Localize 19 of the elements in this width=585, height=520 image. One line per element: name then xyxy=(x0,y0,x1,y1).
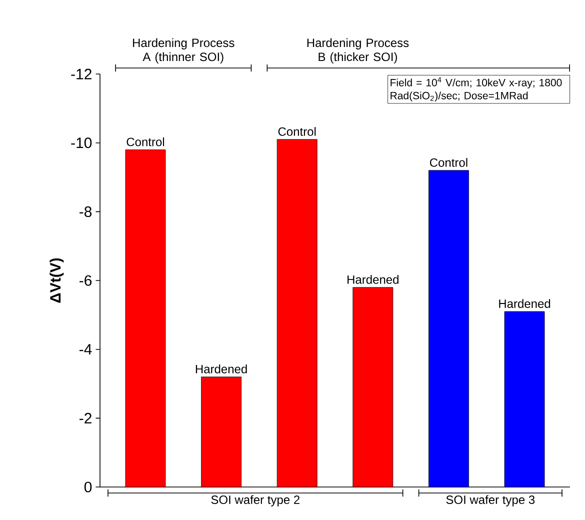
text: Hardening Process A (thinner SOI) xyxy=(133,38,234,64)
text: Field = 10$^{4}$ V/cm; 10keV x-ray; 1800 Rad(SiO$_{2}$)/sec; Dose=1MRad xyxy=(390,77,562,102)
x-tick-label: Control xyxy=(126,137,164,146)
text: SOI wafer type 2 xyxy=(211,495,300,506)
y-tick-label: -8 xyxy=(80,206,92,217)
text: Hardening Process B (thicker SOI) xyxy=(307,38,409,64)
text: SOI wafer type 3 xyxy=(446,495,535,506)
y-tick-label: 0 xyxy=(84,482,92,492)
y-tick-label: -6 xyxy=(80,275,92,286)
y-tick-label: -2 xyxy=(80,412,92,424)
x-tick-label: Hardened xyxy=(196,364,247,374)
x-tick-label: Hardened xyxy=(348,275,398,284)
y-tick-label: -4 xyxy=(80,344,92,354)
y-tick-label: -12 xyxy=(71,68,92,80)
x-tick-label: Hardened xyxy=(499,299,550,308)
x-tick-label: Control xyxy=(278,127,316,136)
y-tick-label: -10 xyxy=(71,138,92,148)
x-tick-label: Control xyxy=(430,158,468,167)
y-axis-title: ΔVt(V) xyxy=(50,258,64,303)
